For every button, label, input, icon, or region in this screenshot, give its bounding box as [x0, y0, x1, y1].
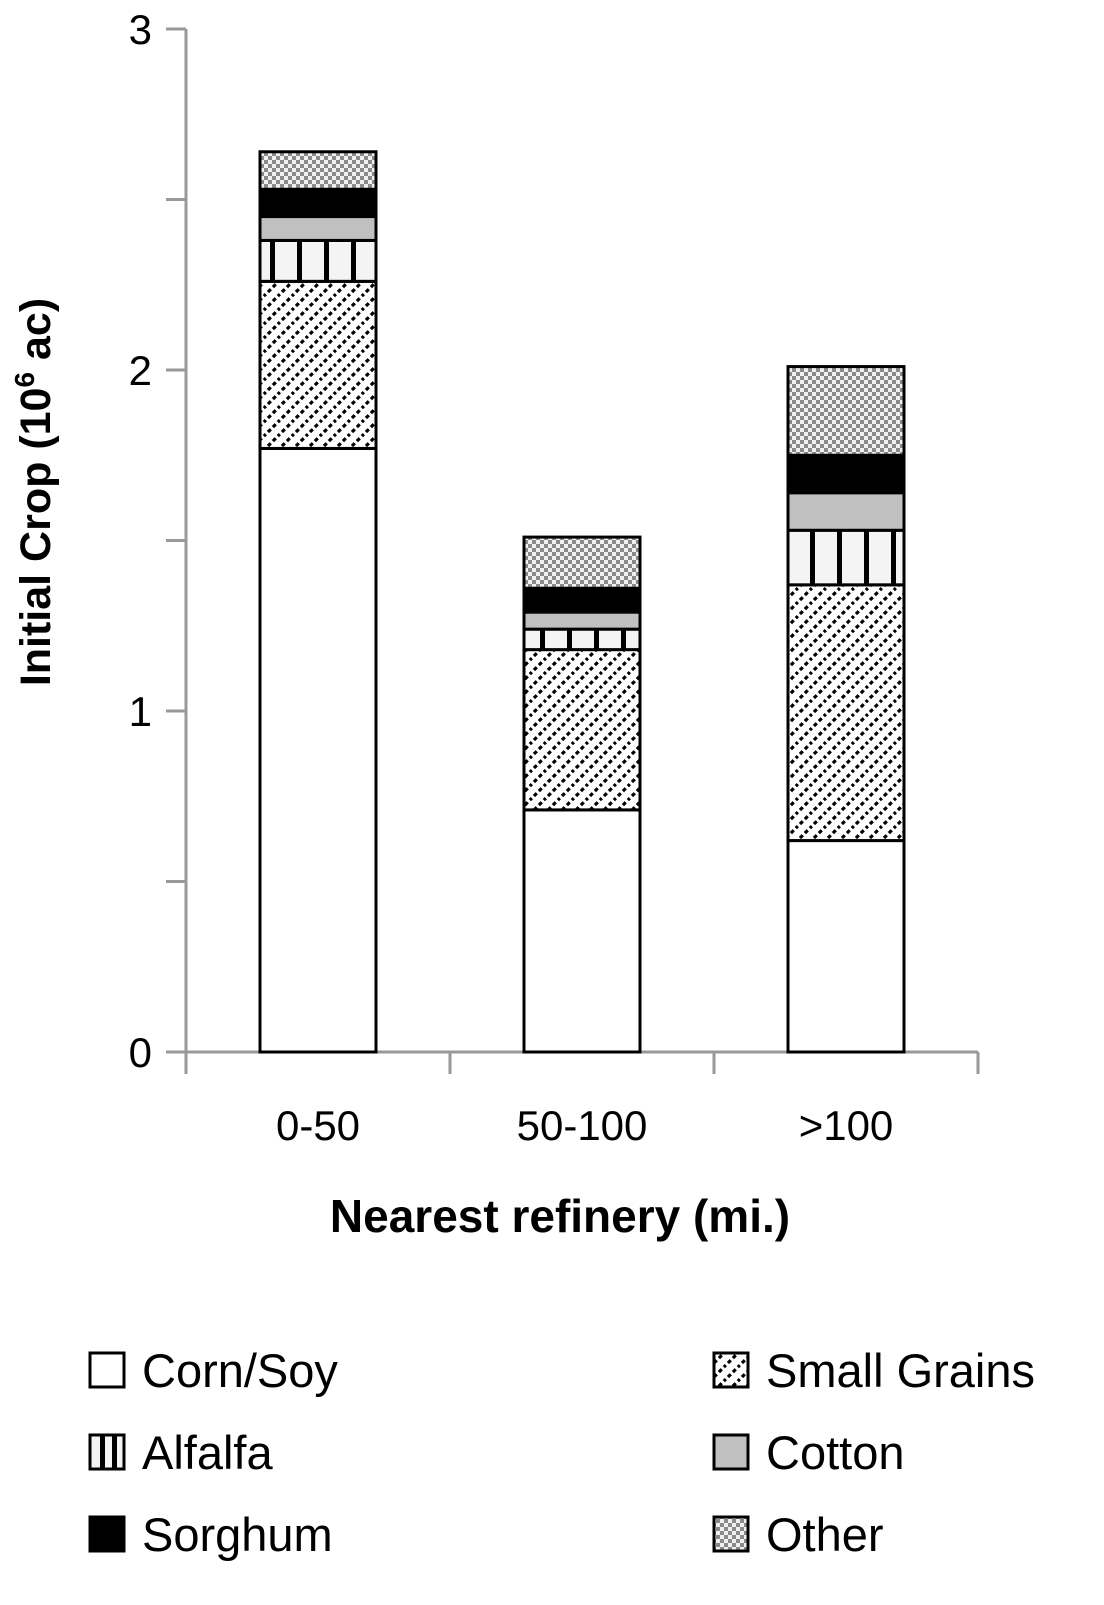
bar-segment-cotton — [258, 215, 378, 242]
bar-segment-cotton — [522, 610, 642, 631]
y-axis-title: Initial Crop (106 ac) — [9, 298, 60, 686]
y-tick-label: 3 — [129, 6, 152, 53]
legend-item-sorghum: Sorghum — [88, 1504, 333, 1564]
bar-50-100 — [522, 535, 642, 1054]
legend-label-alfalfa: Alfalfa — [142, 1425, 273, 1479]
legend-swatch-alfalfa — [88, 1433, 126, 1471]
legend-item-alfalfa: Alfalfa — [88, 1422, 273, 1482]
bar-segment-sorghum — [258, 187, 378, 219]
bar-0-50 — [258, 150, 378, 1054]
bar-over-100 — [786, 365, 906, 1054]
legend-label-corn-soy: Corn/Soy — [142, 1343, 338, 1397]
bars — [258, 150, 906, 1054]
legend-label-small-grains: Small Grains — [766, 1343, 1036, 1397]
bar-segment-small-grains — [786, 583, 906, 843]
legend-swatch-small-grains — [712, 1351, 750, 1389]
bar-segment-sorghum — [522, 586, 642, 614]
y-axis-title-group: Initial Crop (106 ac) — [9, 298, 60, 686]
legend-item-small-grains: Small Grains — [712, 1340, 1035, 1400]
y-tick-label: 2 — [129, 347, 152, 394]
x-tick-label: >100 — [799, 1102, 894, 1149]
legend-item-other: Other — [712, 1504, 884, 1564]
labels: 0 1 2 3 0-50 50-100 >100 — [129, 6, 894, 1149]
bar-segment-alfalfa — [258, 238, 378, 283]
bar-segment-alfalfa — [786, 528, 906, 587]
y-tick-label: 1 — [129, 688, 152, 735]
legend-item-corn-soy: Corn/Soy — [88, 1340, 338, 1400]
legend-swatch-sorghum — [88, 1515, 126, 1553]
legend-label-sorghum: Sorghum — [142, 1507, 333, 1561]
bar-segment-small-grains — [258, 279, 378, 450]
bar-segment-alfalfa — [522, 627, 642, 652]
x-tick-label: 50-100 — [517, 1102, 648, 1149]
stacked-bar-chart: Initial Crop (106 ac) 0 1 2 3 0-50 50-100 >100… — [9, 6, 980, 1242]
bar-segment-corn-soy — [786, 839, 906, 1054]
legend-label-other: Other — [766, 1507, 884, 1561]
x-tick-label: 0-50 — [276, 1102, 360, 1149]
bar-segment-other — [522, 535, 642, 590]
bar-segment-corn-soy — [522, 808, 642, 1054]
bar-segment-other — [258, 150, 378, 191]
legend: Corn/Soy Small Grains Alfalfa Cotton — [0, 1330, 1104, 1590]
bar-segment-sorghum — [786, 453, 906, 495]
bar-segment-cotton — [786, 491, 906, 532]
bar-segment-corn-soy — [258, 446, 378, 1054]
legend-swatch-corn-soy — [88, 1351, 126, 1389]
legend-swatch-cotton — [712, 1433, 750, 1471]
y-tick-label: 0 — [129, 1029, 152, 1076]
legend-item-cotton: Cotton — [712, 1422, 904, 1482]
legend-label-cotton: Cotton — [766, 1425, 905, 1479]
bar-segment-other — [786, 365, 906, 457]
bar-segment-small-grains — [522, 648, 642, 812]
x-axis-title: Nearest refinery (mi.) — [330, 1190, 790, 1242]
legend-swatch-other — [712, 1515, 750, 1553]
